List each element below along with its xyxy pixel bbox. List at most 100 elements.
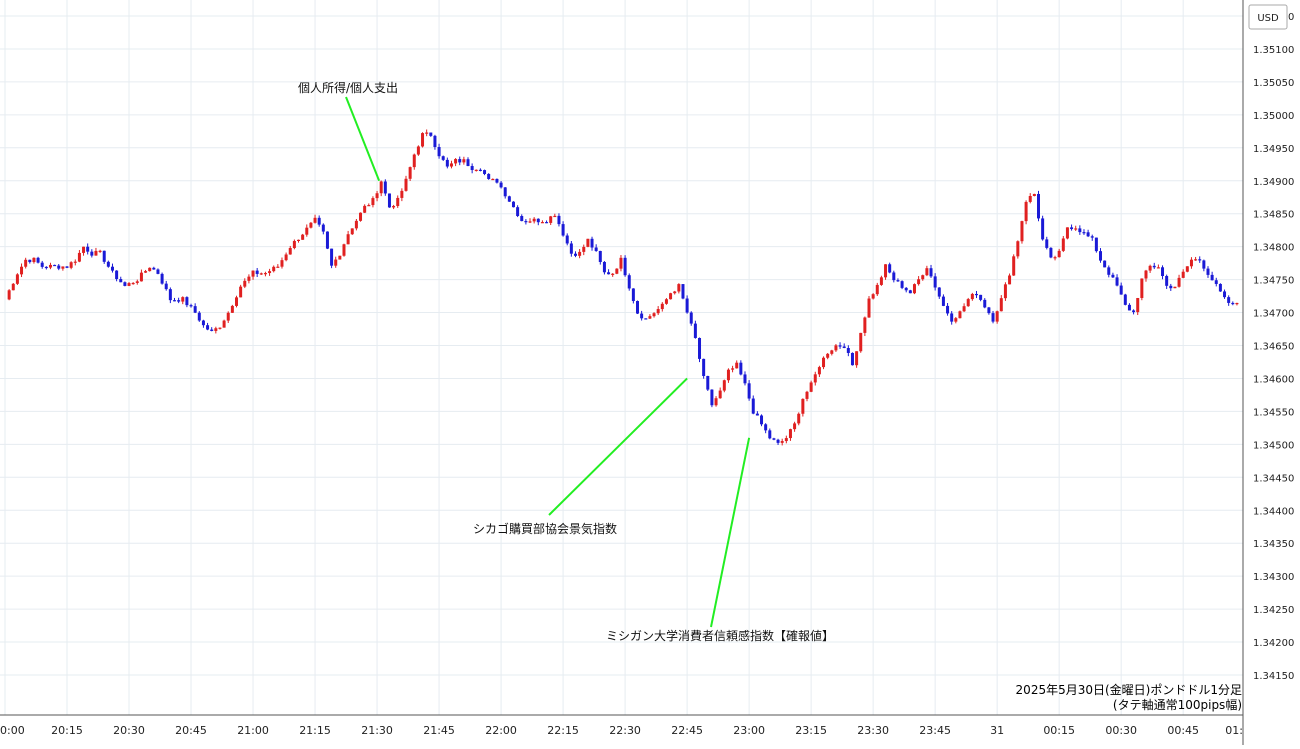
candle-down (321, 224, 325, 232)
candle-up (24, 259, 28, 267)
candle-up (1032, 193, 1036, 196)
candle-up (813, 374, 817, 383)
candle-up (826, 353, 830, 358)
candle-down (36, 257, 40, 263)
candle-down (1045, 239, 1049, 248)
candle-up (784, 438, 788, 442)
y-tick-label: 1.34750 (1253, 276, 1294, 287)
y-tick-label: 1.34500 (1253, 440, 1294, 451)
candle-down (743, 374, 747, 384)
candle-down (1214, 280, 1218, 284)
x-tick-label: 01: (1225, 724, 1243, 737)
y-tick-label: 1.34400 (1253, 506, 1294, 517)
candle-up (404, 178, 408, 191)
candle-up (313, 217, 317, 223)
candle-down (156, 269, 160, 274)
candle-up (1140, 278, 1144, 299)
candle-up (673, 291, 677, 294)
candle-up (664, 299, 668, 304)
candle-up (1003, 284, 1007, 299)
candle-up (735, 362, 739, 369)
candle-up (809, 382, 813, 392)
candle-up (731, 368, 735, 370)
candle-down (1206, 268, 1210, 275)
candle-up (1185, 266, 1189, 272)
candle-up (61, 266, 65, 269)
candle-up (491, 178, 495, 181)
candle-down (1086, 232, 1090, 237)
candle-down (698, 337, 702, 359)
candle-up (656, 309, 660, 314)
candle-up (7, 290, 11, 300)
candle-up (1008, 275, 1012, 285)
candle-down (1223, 291, 1227, 298)
candle-down (846, 348, 850, 353)
candle-up (69, 262, 73, 268)
candle-up (239, 286, 243, 298)
candle-up (425, 132, 429, 134)
candle-down (1218, 283, 1222, 292)
candle-up (144, 271, 148, 273)
candle-down (44, 266, 48, 269)
candle-up (966, 299, 970, 307)
y-tick-label: 1.34450 (1253, 473, 1294, 484)
candle-up (292, 240, 296, 249)
candle-down (28, 259, 32, 263)
y-tick-label: 1.34950 (1253, 144, 1294, 155)
x-tick-label: 21:00 (237, 724, 269, 737)
candle-down (152, 267, 156, 270)
candle-down (1070, 227, 1074, 230)
candle-down (706, 375, 710, 390)
candle-down (776, 439, 780, 443)
candle-up (359, 212, 363, 221)
candle-down (466, 159, 470, 167)
candle-up (867, 298, 871, 318)
candle-down (119, 279, 123, 283)
candle-up (272, 266, 276, 272)
candle-up (958, 311, 962, 319)
candle-up (1012, 256, 1016, 276)
candle-up (247, 276, 251, 281)
candle-down (764, 424, 768, 431)
candle-down (681, 284, 685, 299)
candle-down (168, 289, 172, 301)
candle-down (983, 299, 987, 308)
candle-up (578, 251, 582, 256)
candle-up (780, 441, 784, 443)
y-tick-label: 1.34700 (1253, 309, 1294, 320)
candle-down (1082, 232, 1086, 234)
x-tick-label: 0:00 (0, 724, 25, 737)
candle-up (73, 261, 77, 263)
candle-up (871, 294, 875, 299)
candle-down (850, 352, 854, 366)
x-tick-label: 22:30 (609, 724, 641, 737)
candle-up (82, 246, 86, 253)
candle-up (284, 254, 288, 261)
candle-down (755, 413, 759, 416)
candle-up (1028, 195, 1032, 202)
candle-up (912, 284, 916, 294)
candle-down (569, 243, 573, 254)
candle-down (590, 238, 594, 248)
candle-up (1057, 250, 1061, 258)
currency-label: USD (1257, 13, 1279, 24)
candle-down (437, 147, 441, 157)
candle-up (400, 190, 404, 198)
candle-down (210, 329, 214, 331)
candle-up (714, 398, 718, 406)
candle-down (896, 280, 900, 282)
candle-up (921, 275, 925, 280)
candle-down (511, 201, 515, 208)
candle-down (1152, 265, 1156, 268)
candle-down (1132, 310, 1136, 313)
candle-up (582, 246, 586, 252)
candle-down (908, 290, 912, 294)
candle-up (718, 390, 722, 399)
candle-down (747, 383, 751, 399)
candle-up (954, 318, 958, 322)
annotation-label: 個人所得/個人支出 (298, 80, 398, 95)
candle-up (669, 293, 673, 300)
candle-down (636, 301, 640, 314)
candle-down (892, 272, 896, 281)
